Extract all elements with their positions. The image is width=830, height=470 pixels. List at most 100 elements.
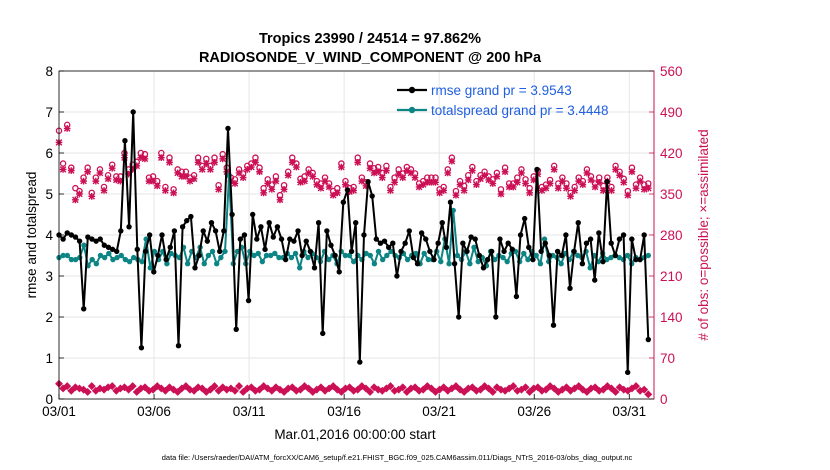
totalspread-point [342,252,349,259]
y-right-tick-label-8: 560 [660,64,683,79]
rmse-point [324,228,330,234]
totalspread-point [272,250,278,257]
rmse-point [398,248,404,255]
obs-assimilated-point-stroke [112,176,120,184]
rmse-point [447,199,454,205]
obs-count-point [128,382,137,391]
rmse-point [142,248,149,255]
totalspread-point [558,261,564,267]
y-left-tick-label-6: 6 [45,146,53,161]
totalspread-point [213,261,220,267]
obs-assimilated-point [575,177,583,185]
obs-assimilated-point [297,178,304,186]
totalspread-point [139,258,145,265]
obs-count-point [169,385,178,394]
obs-count-point [165,383,174,392]
obs-assimilated-point [374,168,382,176]
obs-assimilated-point-stroke [616,171,624,179]
obs-assimilated-point-stroke [292,163,300,171]
rmse-point [431,256,437,263]
obs-assimilated-point [239,174,247,181]
obs-count-point [67,386,76,395]
rmse-point [266,220,272,226]
obs-assimilated-point [219,155,227,163]
obs-count-point [206,385,215,394]
obs-assimilated-point-stroke [473,181,480,188]
obs-assimilated-point [542,184,550,192]
obs-assimilated-point [329,191,337,199]
obs-count-point [484,384,493,393]
obs-assimilated-point-stroke [325,183,333,191]
obs-count-point [562,383,571,392]
obs-assimilated-point-stroke [423,178,431,186]
obs-assimilated-point [370,169,378,177]
obs-count-point [231,386,239,395]
obs-assimilated-point [292,163,300,171]
obs-assimilated-point [444,169,452,177]
obs-assimilated-point-stroke [170,189,177,197]
obs-assimilated-point [321,177,329,185]
obs-assimilated-point-stroke [333,189,341,197]
obs-assimilated-point-stroke [452,191,460,199]
obs-assimilated-point [243,166,251,173]
obs-assimilated-point [644,184,652,192]
rmse-point [402,240,408,246]
rmse-point [336,269,342,275]
obs-assimilated-point [194,159,202,166]
rmse-point [138,345,145,351]
obs-assimilated-point-stroke [129,166,137,173]
rmse-point [637,256,643,263]
obs-assimilated-point [362,182,370,190]
x-tick-label-0: 03/01 [42,404,76,419]
obs-count-point [79,385,88,394]
obs-assimilated-point [280,185,288,193]
obs-assimilated-point [202,160,210,167]
totalspread-point [525,256,531,263]
obs-assimilated-point [247,163,255,171]
obs-assimilated-point [67,167,75,174]
obs-count-point [611,388,620,396]
obs-count-point [468,383,477,392]
obs-assimilated-point-stroke [182,173,190,180]
rmse-point [93,238,99,244]
rmse-point [579,261,586,267]
rmse-point [130,109,136,115]
obs-count-point [398,383,407,392]
obs-assimilated-point-stroke [583,169,591,177]
obs-assimilated-point [301,177,308,185]
obs-assimilated-point-stroke [231,180,239,187]
rmse-point [373,236,380,242]
obs-assimilated-point-stroke [407,169,415,177]
rmse-point [163,256,169,263]
rmse-point [546,252,553,259]
obs-assimilated-point [59,166,67,173]
obs-assimilated-point [288,159,296,166]
obs-assimilated-point [137,154,145,162]
obs-count-point [276,385,284,394]
rmse-point [320,330,326,337]
obs-assimilated-point-stroke [96,169,104,177]
totalspread-point [201,261,207,267]
obs-assimilated-point-stroke [370,169,378,177]
obs-assimilated-point [100,187,108,194]
obs-assimilated-point [440,187,448,194]
rmse-point [184,217,190,224]
obs-assimilated-point-stroke [198,166,206,173]
obs-assimilated-point-stroke [186,177,194,185]
obs-assimilated-point [419,181,427,188]
obs-assimilated-point-stroke [194,159,202,166]
obs-assimilated-point-stroke [297,178,304,186]
obs-assimilated-point [145,177,153,185]
obs-assimilated-point-stroke [546,180,554,187]
obs-assimilated-point [558,177,566,185]
obs-assimilated-point-stroke [321,177,329,185]
totalspread-point [537,261,544,267]
obs-assimilated-point-stroke [67,167,75,174]
obs-count-point [271,383,280,392]
rmse-point [303,238,309,244]
totalspread-point [122,256,129,263]
obs-assimilated-point [464,176,472,184]
obs-assimilated-point-stroke [509,183,517,191]
rmse-point [311,265,318,271]
obs-assimilated-point-stroke [284,171,292,179]
